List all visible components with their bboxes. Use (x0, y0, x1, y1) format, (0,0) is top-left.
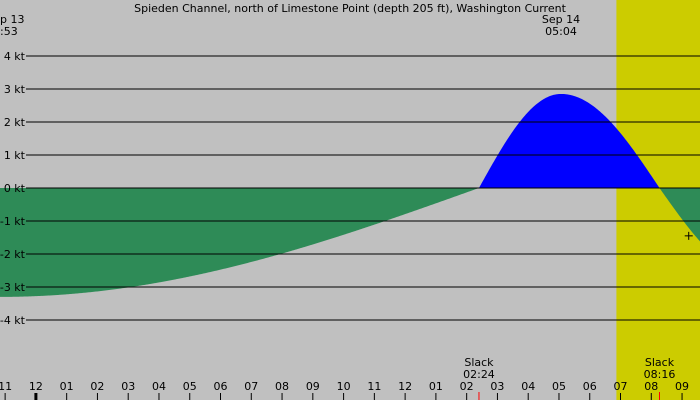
x-tick-label: 08 (644, 380, 658, 393)
current-time-marker (684, 231, 693, 240)
y-tick-label: 1 kt (4, 149, 26, 162)
x-tick-label: 09 (306, 380, 320, 393)
x-tick-label: 12 (398, 380, 412, 393)
x-tick-label: 04 (152, 380, 166, 393)
x-tick-label: 11 (0, 380, 12, 393)
y-tick-label: 2 kt (4, 116, 26, 129)
x-tick-label: 02 (90, 380, 104, 393)
x-tick-label: 07 (614, 380, 628, 393)
x-tick-label: 09 (675, 380, 689, 393)
x-tick-label: 12 (29, 380, 43, 393)
x-tick-label: 02 (460, 380, 474, 393)
x-tick-label: 04 (521, 380, 535, 393)
y-tick-label: -4 kt (0, 314, 26, 327)
y-tick-label: -2 kt (0, 248, 26, 261)
flood-area (0, 93, 700, 188)
x-tick-label: 06 (583, 380, 597, 393)
x-tick-label: 01 (60, 380, 74, 393)
y-tick-labels: 4 kt 3 kt 2 kt 1 kt 0 kt -1 kt -2 kt -3 kt -4 kt (0, 50, 26, 327)
x-tick-label: 01 (429, 380, 443, 393)
event-time: 08:16 (644, 368, 676, 381)
x-tick-label: 05 (552, 380, 566, 393)
y-tick-label: 3 kt (4, 83, 26, 96)
x-tick-label: 05 (183, 380, 197, 393)
x-tick-label: 03 (121, 380, 135, 393)
ebb-area (0, 188, 700, 297)
x-tick-label: 06 (214, 380, 228, 393)
y-tick-label: 4 kt (4, 50, 26, 63)
x-tick-label: 03 (490, 380, 504, 393)
y-tick-label: 0 kt (4, 182, 26, 195)
extreme-time: :53 (0, 25, 18, 38)
x-tick-label: 11 (367, 380, 381, 393)
event-label: Slack (464, 356, 494, 369)
extreme-time: 05:04 (545, 25, 577, 38)
x-tick-label: 07 (244, 380, 258, 393)
event-label: Slack (645, 356, 675, 369)
extreme-date: Sep 14 (542, 13, 580, 26)
chart-title: Spieden Channel, north of Limestone Poin… (134, 2, 566, 15)
y-tick-label: -3 kt (0, 281, 26, 294)
event-time: 02:24 (463, 368, 495, 381)
current-areas (0, 93, 700, 297)
y-tick-label: -1 kt (0, 215, 26, 228)
x-axis-ticks: 11 12 01 02 03 04 05 06 07 08 09 10 11 12 01 02 03 04 05 06… (0, 380, 689, 400)
x-tick-label: 08 (275, 380, 289, 393)
extreme-date: p 13 (0, 13, 24, 26)
x-tick-label: 10 (337, 380, 351, 393)
event-labels: Slack02:24Slack08:16Mrise11:13Slack14:32… (463, 356, 676, 400)
gridlines (26, 55, 700, 321)
